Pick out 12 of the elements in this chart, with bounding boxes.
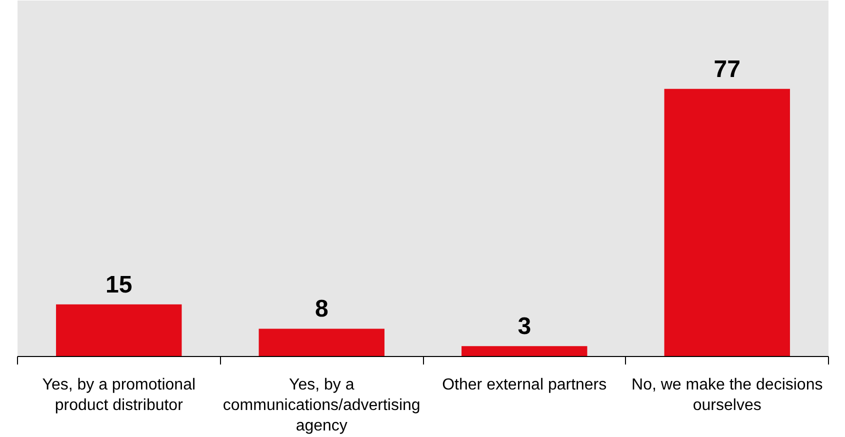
bar — [258, 328, 384, 356]
data-label: 15 — [106, 271, 132, 298]
x-tick-label: No, we make the decisions ourselves — [632, 376, 823, 414]
data-label: 8 — [314, 296, 328, 323]
x-tick-label: Other external partners — [442, 376, 607, 394]
bar — [462, 346, 588, 356]
data-label: 77 — [714, 56, 740, 83]
data-label: 3 — [518, 313, 532, 340]
x-tick-label: Yes, by a promotional product distributor — [42, 376, 196, 414]
x-tick-label: Yes, by a communications/advertising agency — [222, 376, 420, 434]
bar — [56, 304, 182, 356]
bar — [664, 88, 790, 356]
